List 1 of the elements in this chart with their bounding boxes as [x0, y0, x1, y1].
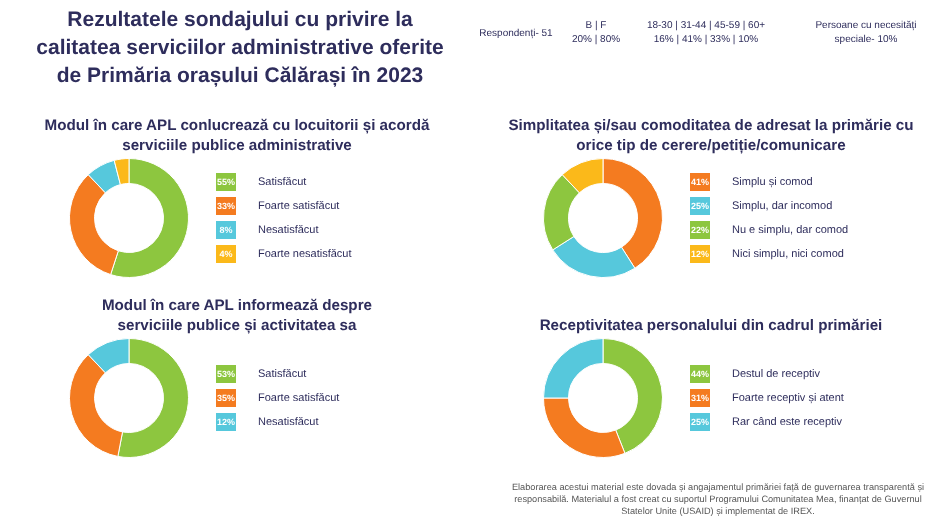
text: Rezultatele sondajului cu privire la calitatea serviciilor administrative oferite de Primăria orașului Călărași în 2023	[34, 6, 446, 90]
